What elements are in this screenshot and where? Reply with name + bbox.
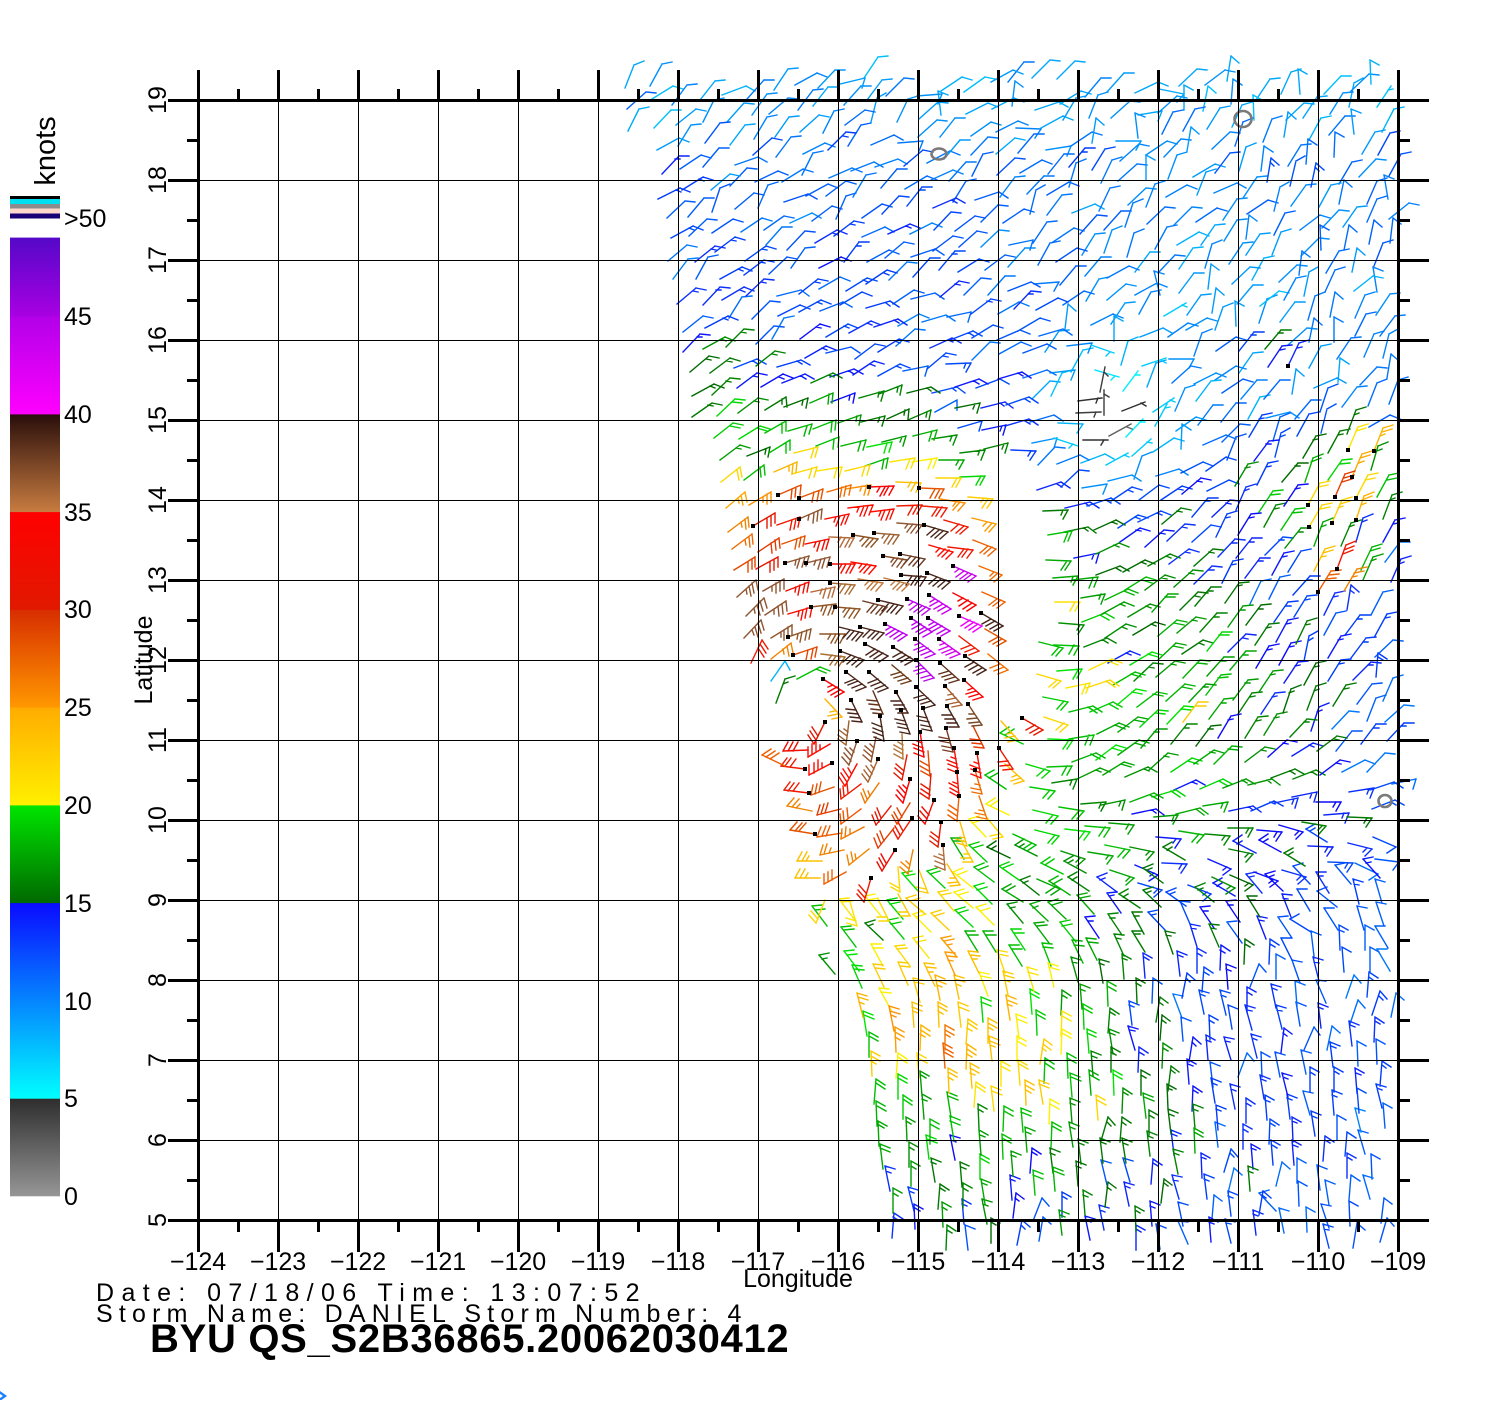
svg-text:−110: −110 <box>1291 1248 1345 1276</box>
svg-text:6: 6 <box>144 1133 172 1147</box>
svg-text:Date: 07/18/06 Time: 13:0: Date: 07/18/06 Time: 13:07:52 <box>96 1279 647 1307</box>
svg-text:45: 45 <box>64 303 92 331</box>
svg-text:Storm Name: DANIEL Storm: Storm Name: DANIEL Storm Number: 4 <box>96 1300 748 1328</box>
svg-text:17: 17 <box>144 246 172 274</box>
svg-text:−123: −123 <box>250 1248 306 1276</box>
svg-text:16: 16 <box>144 326 172 354</box>
svg-text:20: 20 <box>64 792 92 820</box>
svg-text:13: 13 <box>144 566 172 594</box>
svg-text:−117: −117 <box>731 1248 785 1276</box>
svg-text:10: 10 <box>144 806 172 834</box>
svg-text:−109: −109 <box>1370 1248 1426 1276</box>
svg-text:0: 0 <box>64 1183 78 1211</box>
svg-text:−113: −113 <box>1051 1248 1105 1276</box>
svg-text:12: 12 <box>144 646 172 674</box>
svg-text:19: 19 <box>144 86 172 114</box>
svg-text:−124: −124 <box>170 1248 226 1276</box>
svg-text:15: 15 <box>64 890 92 918</box>
svg-text:8: 8 <box>144 973 172 987</box>
svg-text:15: 15 <box>144 406 172 434</box>
svg-text:Longitude: Longitude <box>743 1265 853 1293</box>
svg-text:5: 5 <box>144 1213 172 1227</box>
svg-text:−115: −115 <box>891 1248 945 1276</box>
svg-text:−121: −121 <box>410 1248 466 1276</box>
svg-text:5: 5 <box>64 1085 78 1113</box>
svg-text:−120: −120 <box>490 1248 546 1276</box>
svg-text:−122: −122 <box>330 1248 386 1276</box>
svg-text:11: 11 <box>144 727 172 753</box>
svg-text:−112: −112 <box>1131 1248 1185 1276</box>
svg-text:−114: −114 <box>971 1248 1026 1276</box>
svg-text:Latitude: Latitude <box>130 616 158 705</box>
svg-text:10: 10 <box>64 988 92 1016</box>
svg-text:−111: −111 <box>1212 1248 1265 1276</box>
svg-text:−116: −116 <box>811 1248 865 1276</box>
svg-text:knots: knots <box>30 116 62 185</box>
svg-text:18: 18 <box>144 166 172 194</box>
svg-text:−118: −118 <box>651 1248 705 1276</box>
svg-text:BYU QS_S2B36865.20062030412: BYU QS_S2B36865.20062030412 <box>150 1317 789 1361</box>
svg-text:35: 35 <box>64 499 92 527</box>
svg-text:40: 40 <box>64 401 92 429</box>
svg-text:−119: −119 <box>571 1248 625 1276</box>
svg-text:30: 30 <box>64 596 92 624</box>
svg-text:9: 9 <box>144 893 172 907</box>
svg-text:14: 14 <box>144 486 172 514</box>
svg-text:7: 7 <box>144 1053 172 1067</box>
svg-text:>50: >50 <box>64 205 106 233</box>
svg-text:25: 25 <box>64 694 92 722</box>
